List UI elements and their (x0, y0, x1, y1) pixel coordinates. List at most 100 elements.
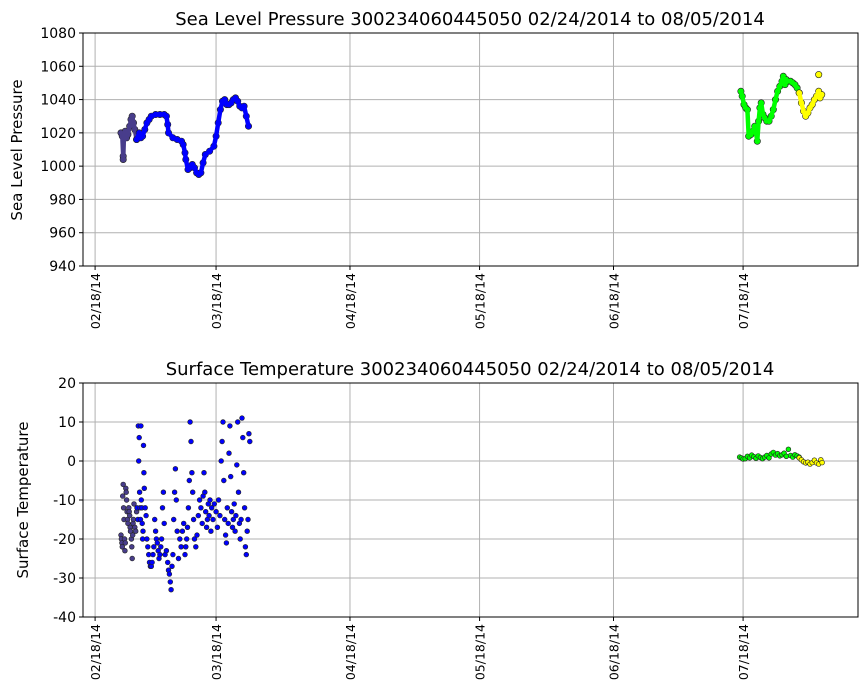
temperature-data-point (238, 516, 244, 523)
temperature-data-point (190, 489, 196, 495)
temperature-data-point (120, 481, 126, 488)
temperature-data-point (234, 462, 240, 468)
temperature-data-point (181, 520, 187, 527)
temperature-data-point (203, 509, 209, 515)
y-tick-label: 0 (67, 454, 76, 470)
temperature-data-point (235, 419, 241, 425)
temperature-data-point (140, 442, 147, 449)
temperature-data-point (129, 555, 135, 562)
temperature-data-point (225, 520, 231, 527)
y-tick-label: -40 (53, 610, 76, 626)
x-tick-label: 06/18/14 (606, 273, 621, 329)
temperature-data-point (206, 512, 212, 519)
temperature-data-point (183, 544, 189, 550)
temperature-data-point (119, 544, 126, 550)
temperature-data-point (136, 458, 142, 464)
temperature-data-point (151, 544, 157, 550)
temperature-data-point (172, 466, 179, 472)
temperature-data-point (157, 551, 163, 558)
temperature-data-point (244, 528, 250, 534)
temperature-data-point (130, 516, 137, 523)
y-tick-label: 10 (58, 415, 76, 431)
x-tick-label: 02/18/14 (88, 273, 103, 329)
temperature-data-point (166, 571, 173, 577)
temperature-data-point (233, 512, 239, 519)
temperature-data-point (785, 446, 792, 452)
temperature-data-point (226, 450, 232, 456)
temperature-data-point (122, 540, 129, 546)
y-tick-label: 960 (49, 226, 76, 242)
temperature-data-point (783, 453, 789, 459)
temperature-data-point (163, 547, 170, 554)
x-tick-label: 02/18/14 (88, 624, 103, 680)
temperature-y-axis-label: Surface Temperature (14, 422, 32, 579)
temperature-data-point (165, 559, 171, 566)
x-tick-label: 03/18/14 (209, 624, 224, 680)
temperature-data-point (152, 528, 159, 534)
temperature-subplot: Surface Temperature 300234060445050 02/2… (14, 359, 859, 680)
temperature-data-point (230, 516, 237, 523)
temperature-data-point (170, 551, 176, 558)
temperature-data-point (136, 489, 143, 495)
temperature-data-point (186, 477, 193, 484)
temperature-data-point (242, 544, 249, 550)
pressure-series-line (796, 89, 824, 119)
temperature-data-point (152, 516, 158, 523)
temperature-data-point (131, 501, 137, 507)
temperature-data-point (136, 434, 142, 441)
temperature-data-point (149, 559, 155, 566)
temperature-data-point (184, 536, 190, 542)
temperature-data-point (232, 528, 238, 534)
pressure-series-line (134, 95, 251, 177)
temperature-data-point (203, 524, 210, 530)
pressure-data-point (815, 71, 823, 79)
y-tick-label: 1020 (40, 126, 76, 142)
temperature-data-point (175, 555, 182, 562)
temperature-data-point (235, 489, 242, 495)
temperature-data-point (126, 512, 133, 519)
temperature-data-point (211, 501, 218, 507)
y-tick-label: 980 (49, 192, 76, 208)
temperature-data-point (214, 524, 221, 530)
temperature-data-point (122, 547, 128, 554)
temperature-data-point (189, 470, 195, 476)
temperature-data-point (174, 528, 180, 534)
temperature-data-point (196, 497, 203, 503)
temperature-data-point (237, 536, 243, 542)
temperature-data-point (184, 524, 191, 530)
temperature-data-point (139, 520, 145, 527)
temperature-data-point (194, 532, 200, 538)
temperature-data-point (224, 505, 231, 511)
temperature-data-point (217, 512, 223, 519)
temperature-data-point (223, 540, 230, 546)
temperature-data-point (228, 473, 234, 480)
temperature-data-point (228, 509, 235, 515)
temperature-data-point (243, 551, 250, 558)
temperature-data-point (213, 509, 219, 515)
temperature-data-point (177, 536, 183, 542)
temperature-data-point (140, 528, 146, 534)
x-tick-label: 04/18/14 (343, 273, 358, 329)
y-tick-label: 20 (58, 376, 76, 392)
x-tick-label: 07/18/14 (736, 624, 751, 680)
temperature-data-point (208, 528, 214, 534)
y-tick-label: 940 (49, 259, 76, 275)
temperature-chart-title: Surface Temperature 300234060445050 02/2… (166, 359, 775, 380)
y-tick-label: -10 (53, 493, 76, 509)
y-tick-label: 1080 (40, 26, 76, 42)
temperature-data-point (144, 536, 150, 542)
y-tick-label: 1060 (40, 59, 76, 75)
temperature-data-point (171, 489, 178, 495)
temperature-data-point (141, 485, 148, 491)
temperature-data-point (190, 516, 197, 523)
temperature-data-point (207, 497, 213, 503)
temperature-data-point (123, 497, 130, 503)
temperature-data-point (142, 505, 148, 511)
temperature-data-point (129, 544, 135, 550)
temperature-data-point (191, 536, 198, 542)
temperature-data-point (143, 512, 149, 519)
temperature-data-point (219, 438, 225, 445)
temperature-data-point (241, 505, 248, 511)
temperature-data-point (202, 489, 208, 495)
